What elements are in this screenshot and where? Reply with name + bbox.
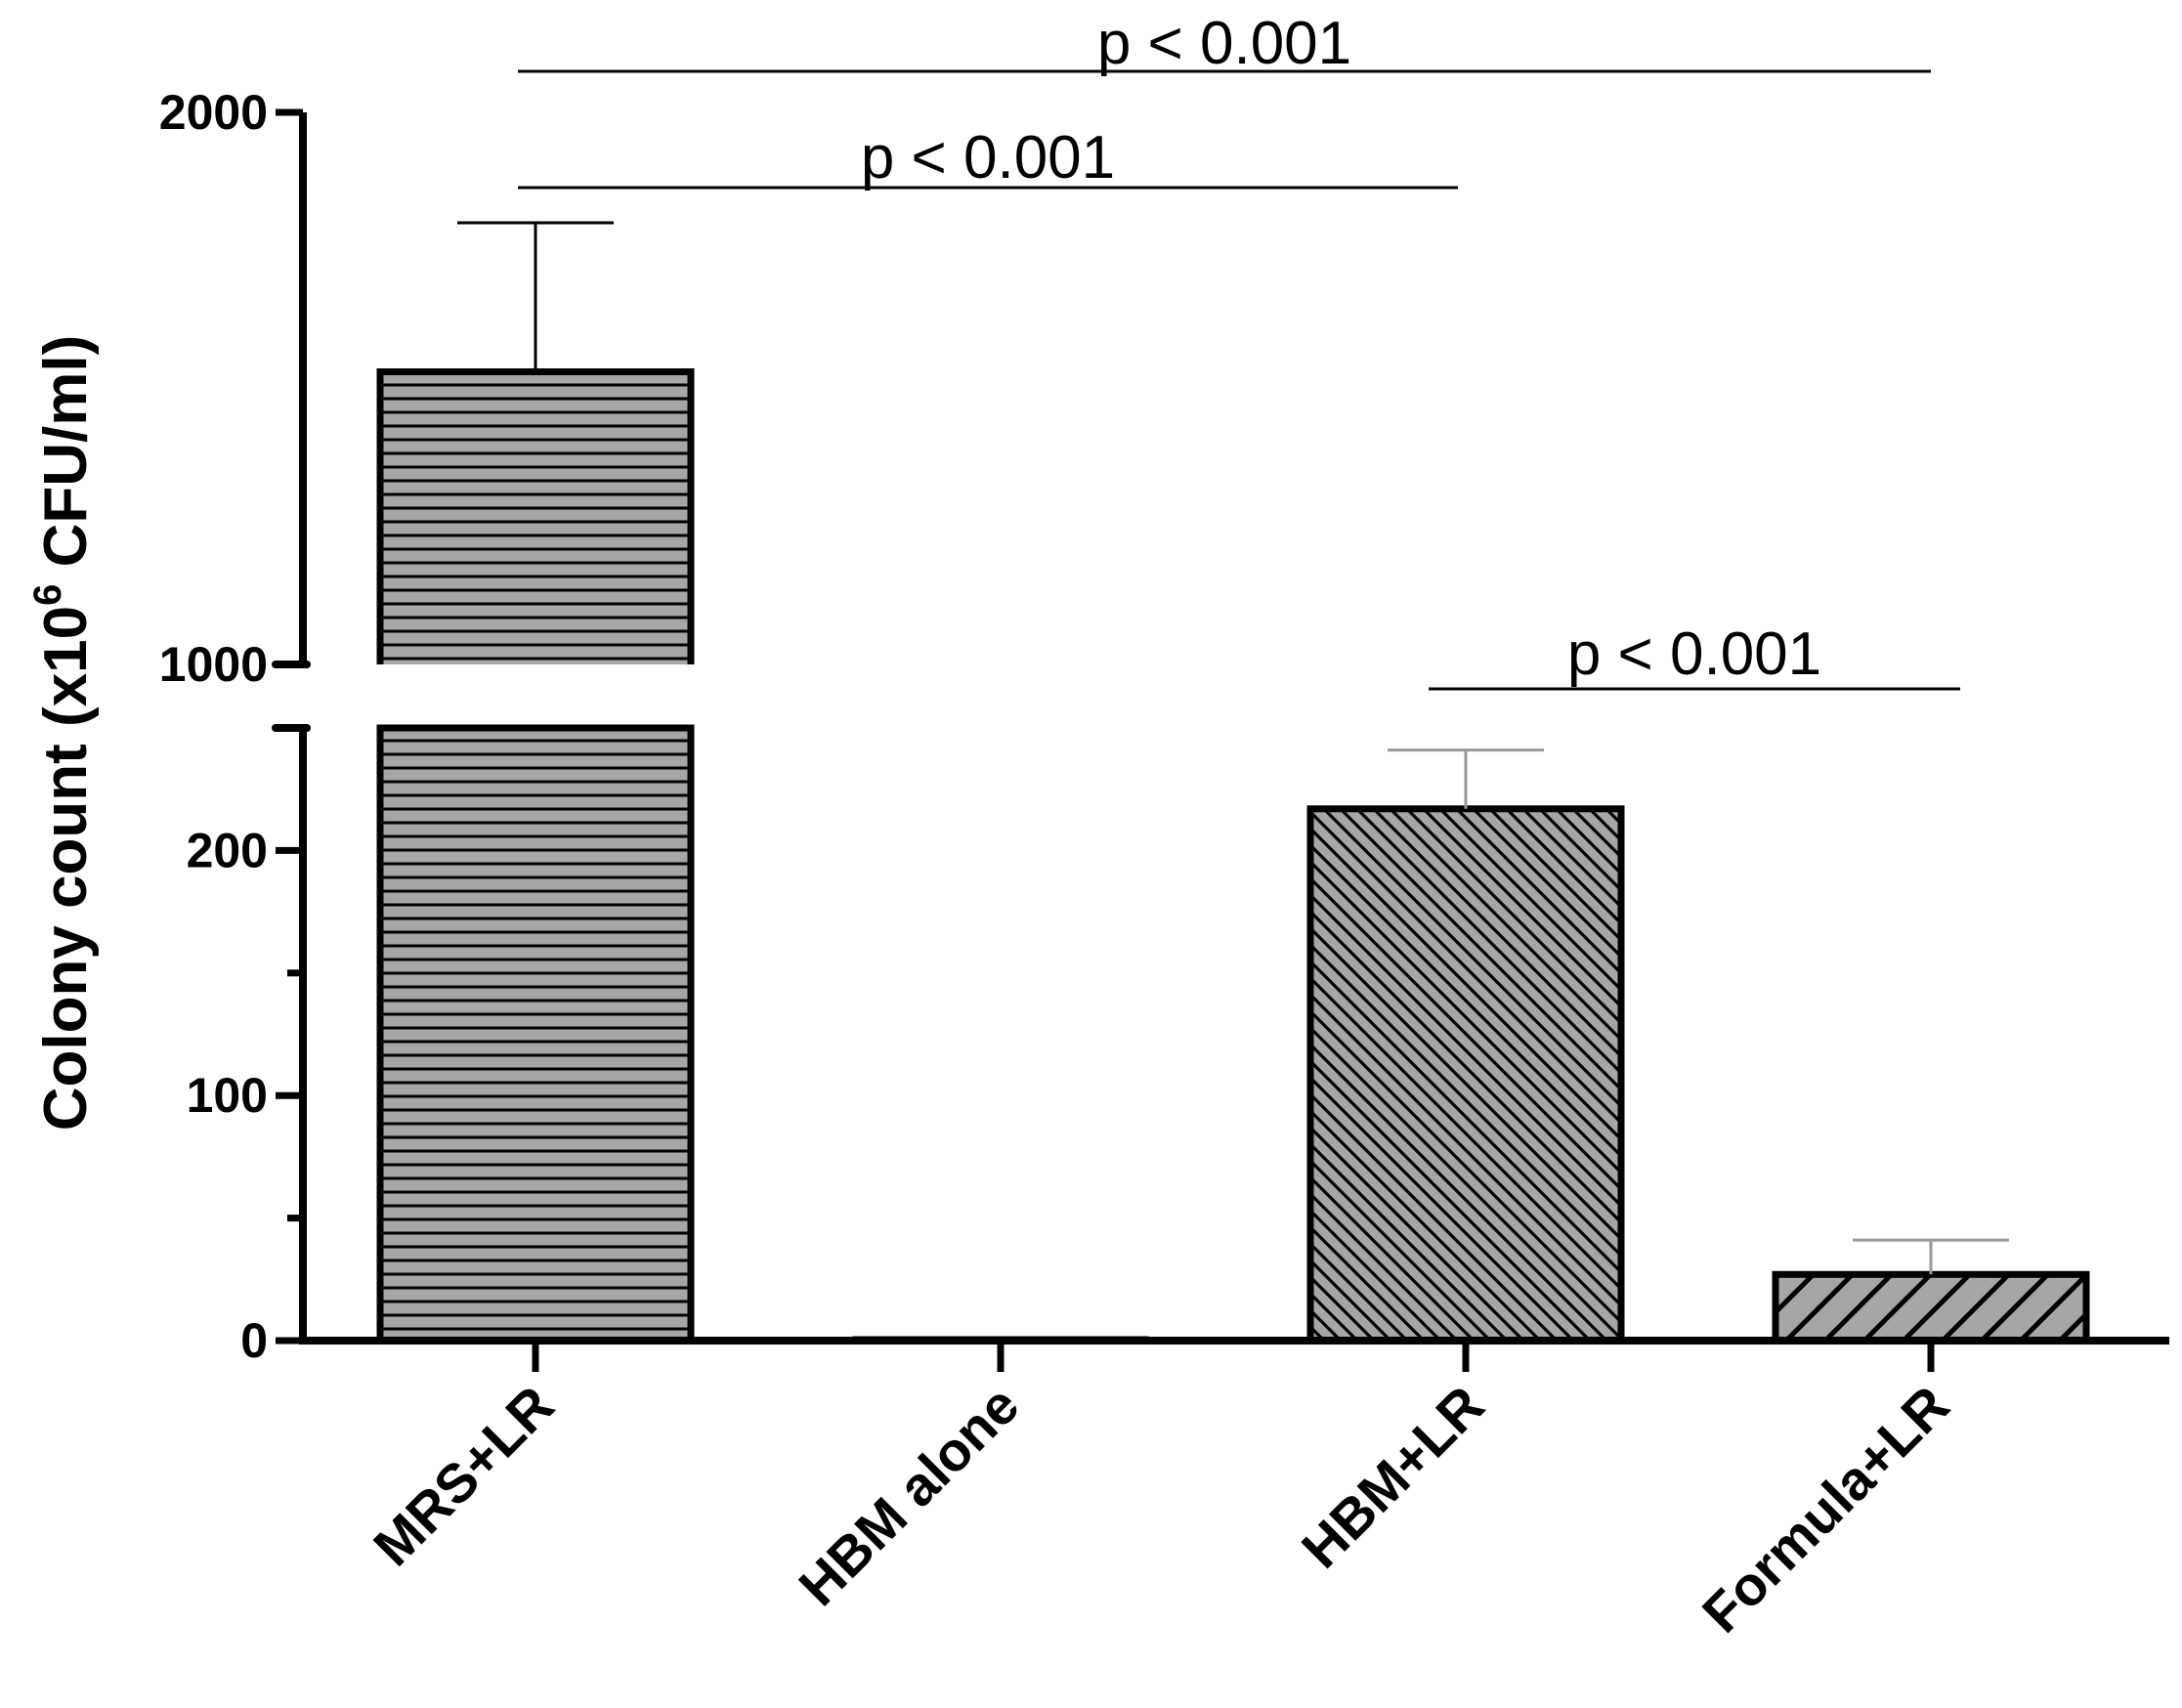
bar-formula-lr (1772, 1270, 2090, 1345)
significance-label-3: p < 0.001 (1567, 620, 1821, 688)
significance-label-2: p < 0.001 (861, 124, 1115, 192)
y-axis-title: Colony count (x106 CFU/ml) (26, 335, 100, 1132)
y-tick-label-100: 100 (187, 1068, 268, 1123)
bars-group (376, 368, 2090, 1345)
y-tick-label-1000: 1000 (159, 637, 268, 692)
x-tick-label-formula-lr: Formula+LR (1690, 1374, 1961, 1644)
y-axis-title-suffix: CFU/ml) (32, 335, 100, 584)
y-tick-label-200: 200 (187, 823, 268, 877)
bar-mrs-lr-lower (376, 724, 695, 1345)
y-tick-label-2000: 2000 (159, 85, 268, 140)
x-tick-label-mrs-lr: MRS+LR (362, 1374, 565, 1577)
y-axis-title-superscript: 6 (26, 584, 69, 606)
significance-label-1: p < 0.001 (1097, 10, 1351, 77)
x-tick-label-hbm-alone: HBM alone (787, 1374, 1030, 1617)
error-bars-group (457, 221, 2009, 1275)
y-axis-title-prefix: Colony count (x10 (32, 606, 100, 1131)
significance-group: p < 0.001 p < 0.001 p < 0.001 (518, 10, 1960, 691)
bar-mrs-lr-upper (380, 371, 691, 664)
y-tick-label-0: 0 (240, 1313, 268, 1368)
x-tick-label-hbm-lr: HBM+LR (1290, 1374, 1496, 1580)
bar-hbm-lr (1306, 805, 1625, 1345)
